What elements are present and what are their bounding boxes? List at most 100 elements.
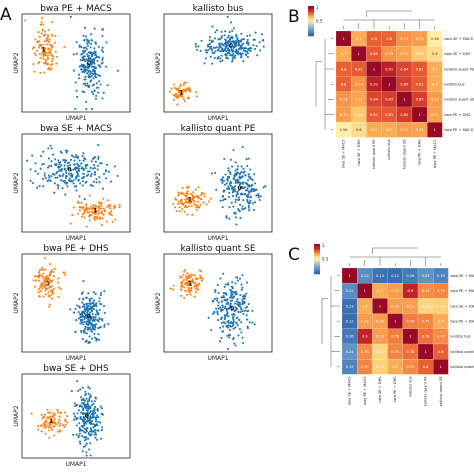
heatmap-value: 0.7	[432, 67, 438, 71]
heatmap-value: 0.85	[400, 113, 408, 117]
heatmap-value: 0.71	[400, 52, 408, 56]
scatter-point	[49, 144, 52, 147]
scatter-point	[213, 37, 217, 40]
scatter-point	[42, 23, 45, 26]
dendrogram	[321, 247, 442, 368]
scatter-point	[105, 177, 108, 180]
scatter-point	[225, 50, 228, 53]
scatter-point	[98, 176, 101, 179]
scatter-point	[108, 204, 111, 207]
scatter-point	[93, 423, 96, 426]
scatter-point	[233, 175, 236, 178]
scatter-point	[84, 421, 87, 424]
scatter-point	[46, 36, 50, 39]
scatter-point	[116, 174, 119, 177]
scatter-point	[185, 277, 188, 280]
scatter-point	[247, 193, 250, 196]
scatter-point	[62, 172, 65, 176]
row-label: bwa SE + DHS	[444, 52, 471, 56]
scatter-point	[50, 46, 53, 50]
scatter-point	[98, 181, 101, 184]
scatter-point	[184, 81, 187, 84]
scatter-point	[87, 320, 90, 323]
scatter-point	[36, 424, 40, 428]
scatter-point	[84, 340, 87, 343]
scatter-point	[78, 440, 81, 443]
scatter-point	[189, 279, 192, 283]
scatter-point	[232, 41, 235, 44]
scatter-point	[37, 276, 40, 279]
scatter-point	[84, 60, 87, 63]
scatter-point	[92, 402, 95, 405]
scatter-point	[93, 167, 96, 170]
scatter-point	[228, 45, 231, 48]
scatter-point	[246, 34, 249, 38]
scatter-point	[94, 56, 97, 59]
scatter-point	[93, 164, 96, 167]
scatter-point	[80, 434, 84, 437]
scatter-point	[82, 297, 85, 300]
colorbar-tick: 0.5	[316, 19, 323, 24]
scatter-point	[202, 201, 205, 204]
scatter-point	[232, 336, 235, 340]
scatter-point	[72, 69, 76, 72]
scatter-point	[51, 412, 54, 415]
umap-xlabel: UMAP1	[65, 355, 86, 362]
scatter-point	[200, 279, 203, 282]
scatter-point	[218, 340, 221, 343]
scatter-point	[92, 83, 96, 86]
scatter-point	[80, 162, 83, 165]
scatter-point	[245, 189, 248, 192]
scatter-point	[245, 42, 248, 45]
scatter-point	[33, 70, 36, 73]
scatter-point	[76, 412, 79, 415]
scatter-point	[83, 216, 86, 219]
scatter-point	[236, 308, 239, 311]
scatter-point	[222, 325, 225, 328]
heatmap-cell	[427, 122, 443, 138]
scatter-point	[184, 289, 187, 293]
scatter-point	[230, 48, 233, 51]
scatter-point	[80, 312, 84, 315]
umap-frame	[21, 13, 131, 113]
scatter-point	[88, 314, 91, 317]
scatter-point	[47, 174, 50, 177]
scatter-point	[254, 31, 257, 34]
scatter-point	[94, 436, 97, 439]
scatter-point	[244, 192, 247, 195]
scatter-point	[58, 415, 61, 418]
scatter-point	[44, 293, 48, 296]
scatter-point	[236, 303, 239, 306]
scatter-point	[90, 297, 93, 300]
scatter-point	[101, 318, 104, 321]
scatter-point	[87, 323, 90, 327]
scatter-point	[85, 203, 88, 206]
scatter-point	[95, 82, 98, 85]
scatter-point	[90, 39, 93, 42]
scatter-point	[94, 420, 98, 423]
scatter-point	[65, 176, 68, 179]
col-labels: bwa SE + MACS bwa SE + DHS kallisto quant …	[342, 139, 437, 170]
scatter-point	[225, 309, 228, 312]
scatter-point	[172, 83, 175, 86]
scatter-point	[86, 164, 89, 167]
colorbar-swatch	[308, 22, 314, 25]
scatter-point	[230, 285, 233, 288]
scatter-point	[237, 196, 241, 199]
scatter-point	[186, 276, 189, 279]
scatter-point	[248, 46, 252, 50]
scatter-point	[38, 53, 41, 56]
scatter-point	[90, 74, 93, 77]
scatter-point	[95, 302, 98, 305]
scatter-point	[47, 28, 50, 32]
heatmap-value: 0.8	[423, 365, 429, 369]
scatter-point	[76, 162, 79, 165]
scatter-point	[173, 98, 176, 101]
scatter-point	[69, 222, 72, 225]
scatter-point	[180, 191, 183, 194]
scatter-point	[84, 444, 87, 447]
scatter-point	[94, 292, 97, 295]
scatter-point	[226, 348, 230, 351]
scatter-point	[94, 397, 98, 400]
